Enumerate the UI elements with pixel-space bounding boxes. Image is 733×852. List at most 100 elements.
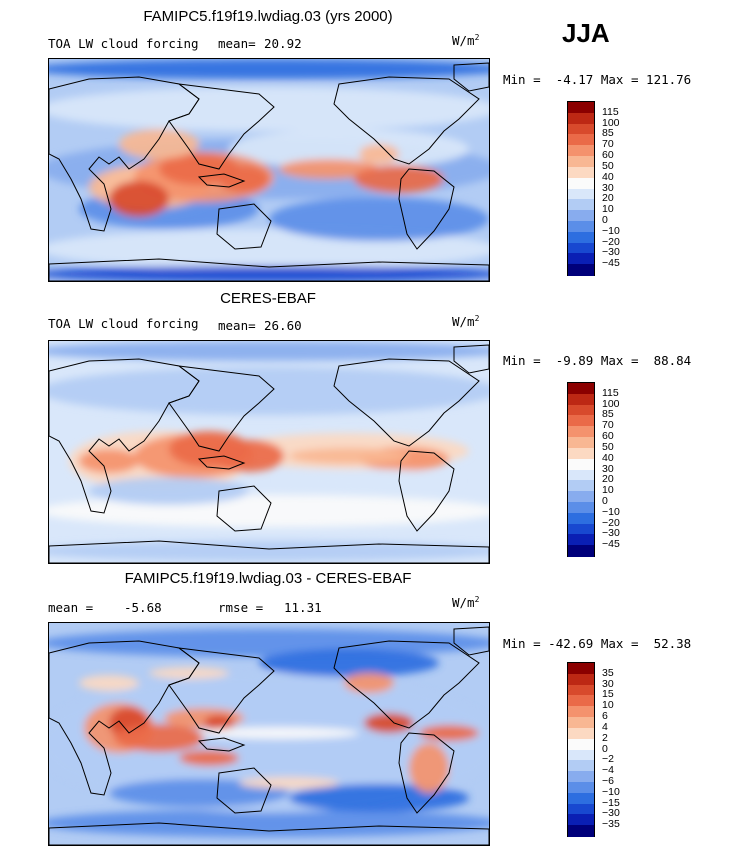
panel-obs-map-coastline	[398, 450, 455, 532]
panel-obs-colorbar-swatch	[568, 501, 594, 514]
panel-obs-map-field-contour	[49, 341, 489, 361]
panel-diff-colorbar-swatch	[568, 738, 594, 750]
panel-obs-colorbar-tick-label: 50	[602, 440, 614, 453]
panel-model-colorbar-swatch	[568, 177, 594, 189]
panel-diff-colorbar-tick-label: −4	[602, 764, 614, 777]
panel-diff-colorbar-swatch	[568, 706, 594, 718]
panel-model-field-label: TOA LW cloud forcing	[48, 36, 199, 51]
panel-obs-map-coastline	[453, 344, 489, 374]
panel-obs-colorbar-tick-label: −30	[602, 527, 620, 540]
panel-model-colorbar: 115 100 85 70 60 50 40 30 20 10 0 −10 −20 −30 −45	[567, 101, 620, 276]
panel-model-title: FAMIPC5.f19f19.lwdiag.03 (yrs 2000)	[143, 8, 393, 25]
panel-diff-map-field-contour	[49, 629, 489, 657]
panel-diff-colorbar-swatch	[568, 727, 594, 740]
panel-model-colorbar-swatch	[568, 199, 594, 211]
panel-obs-colorbar-tick-label: 115	[602, 386, 619, 399]
panel-diff-units: W/m2	[452, 595, 480, 611]
panel-obs-colorbar-tick-label: 30	[602, 462, 614, 475]
panel-obs-map-coastlines	[49, 344, 489, 563]
panel-model-colorbar-tick-label: −30	[602, 246, 620, 259]
panel-diff-colorbar-tick-label: 4	[602, 720, 608, 733]
panel-obs-colorbar-swatch	[568, 437, 594, 449]
panel-model-map-field-contour	[229, 129, 469, 169]
panel-model-colorbar-tick-label: 0	[602, 213, 608, 226]
season-label: JJA	[562, 18, 610, 48]
panel-diff-colorbar-swatch	[568, 792, 594, 805]
panel-obs-mean-value: 26.60	[264, 318, 302, 333]
panel-model-map-coastline	[333, 76, 480, 165]
panel-obs-mean-label: mean=	[218, 318, 256, 333]
panel-diff-colorbar-tick-label: −6	[602, 774, 614, 787]
panel-diff-stats: Min = -42.69 Max = 52.38	[503, 636, 692, 651]
panel-obs-colorbar-swatch	[568, 447, 594, 460]
panel-diff-colorbar-tick-label: −30	[602, 807, 620, 820]
panel-diff-map-field-contour	[409, 743, 449, 793]
panel-obs-map-coastline	[197, 455, 246, 470]
panel-diff-map-field-contour	[109, 779, 289, 807]
panel-model-colorbar-tick-label: 20	[602, 192, 614, 205]
panel-model-colorbar-swatch	[568, 102, 594, 114]
panel-diff-rmse-value: 11.31	[284, 600, 322, 615]
panel-diff-colorbar-swatch	[568, 771, 594, 783]
panel-model-map-field-contour	[359, 144, 399, 164]
panel-model-colorbar-swatch	[568, 112, 594, 125]
panel-model-colorbar-tick-label: −10	[602, 224, 620, 237]
panel-obs-colorbar: 115 100 85 70 60 50 40 30 20 10 0 −10 −20 −30 −45	[567, 382, 620, 557]
panel-obs-map-field-contour	[214, 440, 284, 472]
panel-obs-map-field-contour	[79, 449, 139, 473]
panel-diff-map-coastline	[453, 626, 489, 656]
panel-model-map-field-contour	[119, 129, 199, 159]
panel-model-colorbar-swatch	[568, 253, 594, 265]
panel-obs-colorbar-tick-label: 20	[602, 473, 614, 486]
panel-diff-colorbar-swatch	[568, 760, 594, 772]
panel-diff-colorbar-tick-label: 35	[602, 666, 614, 679]
panel-model-colorbar-tick-label: 40	[602, 170, 614, 183]
panel-diff-colorbar-swatch	[568, 814, 594, 826]
panel-obs-colorbar-swatch	[568, 534, 594, 546]
panel-diff-colorbar: 35 30 15 10 6 4 2 0 −2 −4 −6 −10 −15 −30 −35	[567, 662, 620, 837]
panel-model-map-field-contour	[219, 165, 269, 193]
panel-obs-colorbar-swatch	[568, 393, 594, 406]
panel-diff-colorbar-swatch	[568, 663, 594, 675]
panel-model-units: W/m2	[452, 33, 480, 49]
panel-diff-colorbar-swatch	[568, 749, 594, 761]
panel-diff-title: FAMIPC5.f19f19.lwdiag.03 - CERES-EBAF	[124, 570, 412, 587]
panel-diff-colorbar-tick-label: −2	[602, 753, 614, 766]
panel-model-map-field-contour	[159, 153, 239, 185]
panel-model-map-field-contour	[49, 266, 489, 281]
panel-diff-colorbar-swatch	[568, 695, 594, 707]
panel-model-colorbar-tick-label: 60	[602, 149, 614, 162]
panel-model-colorbar-tick-label: 115	[602, 105, 619, 118]
panel-obs-colorbar-tick-label: 100	[602, 397, 620, 410]
panel-diff-map-field-contour	[259, 649, 439, 677]
panel-model-colorbar-swatch	[568, 188, 594, 200]
panel-diff-map-field-contour	[419, 725, 479, 741]
panel-model-mean-label: mean=	[218, 36, 256, 51]
panel-diff-map-field-contour	[239, 777, 339, 789]
panel-model-colorbar-tick-label: −20	[602, 235, 620, 248]
panel-model-map-field-contour	[49, 59, 489, 79]
panel-obs-map-coastline	[168, 365, 275, 452]
panel-diff-map-coastline	[197, 737, 246, 752]
panel-diff-colorbar-tick-label: −35	[602, 818, 620, 831]
panel-diff-map-coastline	[398, 732, 455, 814]
panel-model-mean-value: 20.92	[264, 36, 302, 51]
panel-model-map-coastline	[216, 203, 272, 250]
panel-obs-map-field	[49, 341, 489, 561]
panel-obs-map-coastline	[216, 485, 272, 532]
panel-diff-map-field-contour	[344, 673, 394, 693]
panel-diff-colorbar-tick-label: 2	[602, 731, 608, 744]
panel-diff-colorbar-tick-label: −15	[602, 796, 620, 809]
panel-diff-colorbar-tick-label: 6	[602, 710, 608, 723]
panel-model-map-coastline	[49, 258, 489, 281]
panel-diff-map-coastline	[333, 640, 480, 729]
panel-model-stats: Min = -4.17 Max = 121.76	[503, 72, 692, 87]
panel-obs-colorbar-tick-label: −10	[602, 505, 620, 518]
panel-obs-field-label: TOA LW cloud forcing	[48, 316, 199, 331]
panel-obs-map-svg	[49, 341, 489, 563]
panel-diff-colorbar-swatch	[568, 717, 594, 729]
panel-obs-colorbar-swatch	[568, 415, 594, 427]
panel-model-colorbar-swatch	[568, 264, 594, 276]
panel-model-colorbar-swatch	[568, 123, 594, 135]
panel-obs-colorbar-tick-label: 0	[602, 494, 608, 507]
